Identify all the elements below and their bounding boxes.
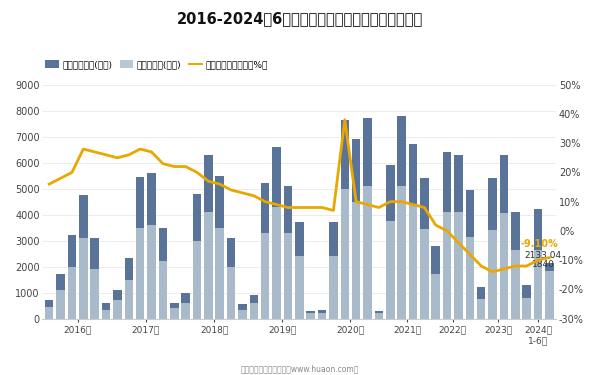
Bar — [238, 309, 247, 319]
Bar — [102, 303, 110, 319]
Bar — [534, 210, 542, 319]
Bar — [147, 173, 156, 319]
Bar — [79, 238, 87, 319]
Bar — [352, 139, 361, 319]
Bar — [113, 300, 122, 319]
Bar — [500, 213, 508, 319]
Bar — [340, 120, 349, 319]
Bar — [522, 285, 531, 319]
Bar — [454, 155, 462, 319]
Bar — [363, 186, 372, 319]
Bar — [443, 212, 452, 319]
Bar — [431, 246, 440, 319]
Bar — [79, 195, 87, 319]
Bar — [397, 116, 406, 319]
Bar — [409, 144, 418, 319]
Text: 1840: 1840 — [533, 260, 555, 268]
Bar — [68, 267, 76, 319]
Bar — [56, 274, 65, 319]
Bar — [136, 228, 144, 319]
Bar — [250, 303, 258, 319]
Text: -9.10%: -9.10% — [521, 239, 559, 249]
Bar — [511, 250, 519, 319]
Text: 2133.04: 2133.04 — [524, 251, 561, 260]
Bar — [170, 303, 179, 319]
Bar — [465, 190, 474, 319]
Bar — [443, 152, 452, 319]
Bar — [284, 186, 292, 319]
Bar — [261, 183, 270, 319]
Bar — [318, 314, 326, 319]
Bar — [181, 303, 190, 319]
Bar — [56, 290, 65, 319]
Bar — [181, 292, 190, 319]
Bar — [113, 290, 122, 319]
Bar — [488, 178, 497, 319]
Bar — [284, 233, 292, 319]
Bar — [45, 307, 53, 319]
Bar — [374, 314, 383, 319]
Bar — [545, 271, 553, 319]
Bar — [216, 228, 224, 319]
Bar — [159, 261, 167, 319]
Bar — [295, 256, 304, 319]
Bar — [307, 314, 315, 319]
Bar — [545, 263, 553, 319]
Bar — [363, 118, 372, 319]
Bar — [273, 147, 281, 319]
Bar — [238, 304, 247, 319]
Bar — [159, 228, 167, 319]
Text: 2016-2024年6月河南省房地产投资额及住宅投资额: 2016-2024年6月河南省房地产投资额及住宅投资额 — [176, 11, 423, 26]
Bar — [45, 300, 53, 319]
Bar — [90, 269, 99, 319]
Bar — [409, 204, 418, 319]
Bar — [374, 311, 383, 319]
Bar — [204, 212, 213, 319]
Bar — [397, 186, 406, 319]
Bar — [386, 221, 395, 319]
Bar — [477, 299, 485, 319]
Bar — [250, 295, 258, 319]
Bar — [431, 274, 440, 319]
Bar — [261, 233, 270, 319]
Bar — [329, 256, 338, 319]
Bar — [477, 288, 485, 319]
Bar — [227, 267, 235, 319]
Bar — [488, 230, 497, 319]
Legend: 房地产投资额(亿元), 住宅投资额(亿元), 房地产投资额增速（%）: 房地产投资额(亿元), 住宅投资额(亿元), 房地产投资额增速（%） — [42, 56, 272, 73]
Bar — [318, 309, 326, 319]
Bar — [511, 212, 519, 319]
Bar — [90, 238, 99, 319]
Text: 制图：华经产业研究院（www.huaon.com）: 制图：华经产业研究院（www.huaon.com） — [240, 364, 359, 373]
Bar — [329, 222, 338, 319]
Bar — [125, 258, 133, 319]
Bar — [500, 155, 508, 319]
Bar — [136, 177, 144, 319]
Bar — [125, 280, 133, 319]
Bar — [102, 309, 110, 319]
Bar — [227, 238, 235, 319]
Bar — [216, 176, 224, 319]
Bar — [273, 207, 281, 319]
Bar — [340, 189, 349, 319]
Bar — [386, 165, 395, 319]
Bar — [170, 308, 179, 319]
Bar — [193, 241, 201, 319]
Bar — [522, 298, 531, 319]
Bar — [295, 222, 304, 319]
Bar — [193, 194, 201, 319]
Bar — [420, 229, 429, 319]
Bar — [352, 202, 361, 319]
Bar — [204, 155, 213, 319]
Bar — [68, 236, 76, 319]
Bar — [147, 225, 156, 319]
Bar — [454, 212, 462, 319]
Bar — [420, 178, 429, 319]
Bar — [534, 250, 542, 319]
Bar — [465, 237, 474, 319]
Bar — [307, 311, 315, 319]
